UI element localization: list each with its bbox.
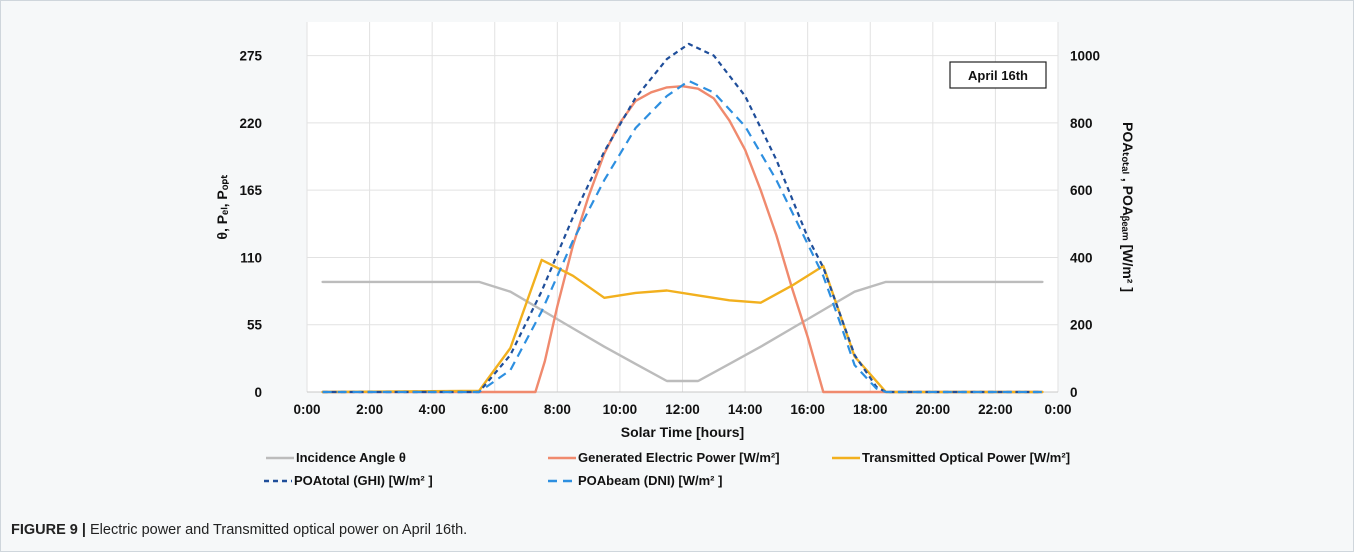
y-right-tick-label: 400	[1070, 250, 1093, 265]
grid-layer	[306, 22, 1059, 393]
x-tick-label: 10:00	[603, 402, 638, 417]
y-left-tick-label: 220	[239, 116, 262, 131]
y-right-tick-label: 0	[1070, 385, 1078, 400]
y-right-tick-label: 1000	[1070, 49, 1100, 64]
legend-label: Generated Electric Power [W/m²]	[578, 450, 780, 465]
annotation-layer: April 16th	[949, 61, 1047, 89]
series-line	[322, 79, 1043, 394]
x-axis-title: Solar Time [hours]	[621, 424, 744, 440]
y-left-axis-title: θ, Pₑₗ, Pₒₚₜ	[214, 174, 230, 239]
x-tick-label: 16:00	[790, 402, 825, 417]
figure-caption: FIGURE 9 | Electric power and Transmitte…	[11, 522, 467, 538]
y-left-tick-label: 0	[254, 385, 262, 400]
series-line	[321, 84, 1044, 394]
legend-layer: Incidence Angle θ Generated Electric Powe…	[264, 450, 1070, 488]
y-right-tick-label: 200	[1070, 318, 1093, 333]
legend-label: Transmitted Optical Power [W/m²]	[862, 450, 1070, 465]
y-right-tick-label: 800	[1070, 116, 1093, 131]
y-left-tick-label: 110	[240, 250, 262, 265]
x-tick-label: 2:00	[356, 402, 383, 417]
y-left-tick-label: 165	[239, 183, 262, 198]
x-tick-label: 20:00	[916, 402, 951, 417]
y-left-tick-label: 275	[239, 49, 262, 64]
axes-layer: 0:00 2:00 4:00 6:00 8:00 10:00 12:00 14:00 16:00…	[214, 49, 1136, 440]
y-right-axis-title: POAₜₒₜₐₗ , POAᵦₑₐₘ [W/m² ]	[1120, 122, 1136, 292]
series-line	[322, 42, 1043, 394]
series-line	[321, 258, 1044, 394]
x-tick-label: 18:00	[853, 402, 888, 417]
x-tick-label: 8:00	[544, 402, 571, 417]
y-left-tick-label: 55	[247, 318, 263, 333]
annotation-text: April 16th	[968, 68, 1028, 83]
x-tick-label: 4:00	[419, 402, 446, 417]
x-tick-label: 6:00	[481, 402, 508, 417]
caption-text: Electric power and Transmitted optical p…	[90, 522, 468, 538]
x-tick-label: 22:00	[978, 402, 1013, 417]
x-tick-label: 0:00	[1044, 402, 1071, 417]
legend-label: Incidence Angle θ	[296, 450, 406, 465]
chart-svg: 0:00 2:00 4:00 6:00 8:00 10:00 12:00 14:00 16:00…	[214, 22, 1136, 488]
y-right-tick-label: 600	[1070, 183, 1093, 198]
x-tick-label: 0:00	[293, 402, 320, 417]
legend-label: POAtotal (GHI) [W/m² ]	[294, 473, 433, 488]
x-tick-label: 12:00	[665, 402, 700, 417]
x-tick-label: 14:00	[728, 402, 763, 417]
caption-lead: FIGURE 9 |	[11, 522, 86, 538]
series-layer	[321, 42, 1044, 394]
legend-label: POAbeam (DNI) [W/m² ]	[578, 473, 722, 488]
annotation-box	[949, 61, 1047, 89]
